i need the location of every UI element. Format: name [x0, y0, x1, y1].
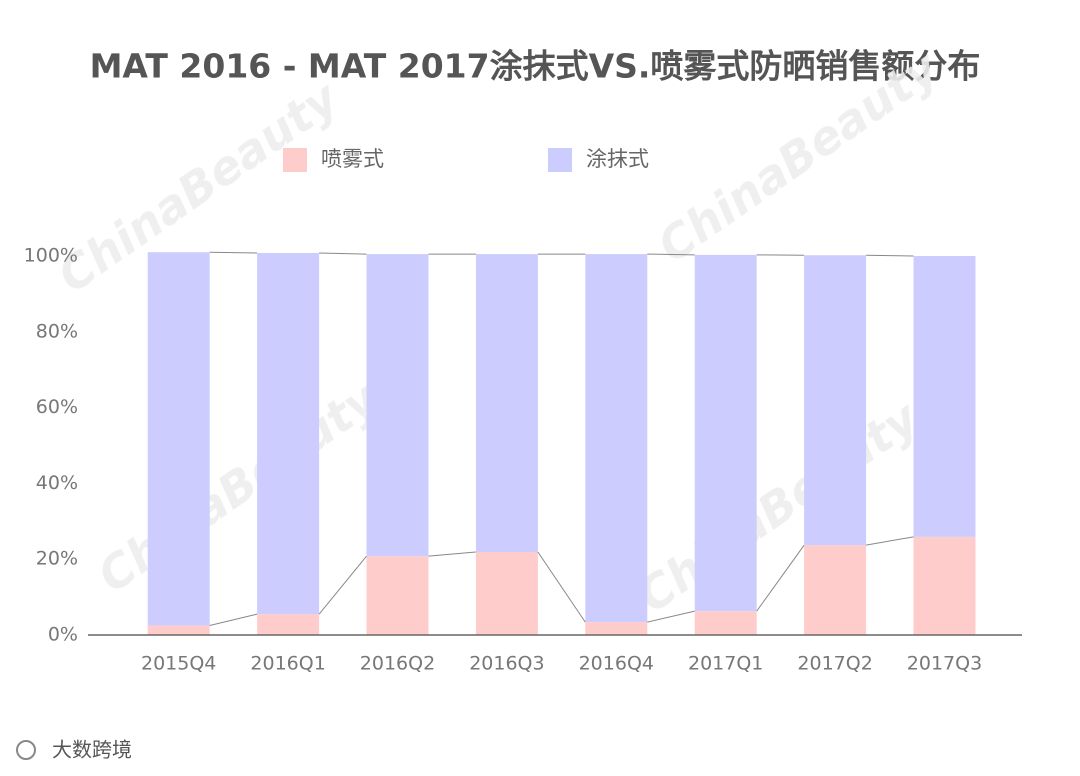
y-tick-label: 0% [48, 624, 78, 646]
bar-segment [257, 252, 320, 615]
connector-line [319, 252, 367, 255]
connector-line [428, 551, 476, 557]
bar-segment [913, 256, 976, 537]
footer-icon [16, 740, 36, 760]
bar-segment [366, 556, 429, 635]
x-tick-label: 2015Q4 [141, 653, 216, 675]
watermark: ChinaBeauty [88, 370, 389, 604]
legend-label: 涂抹式 [586, 147, 649, 171]
bar-segment [585, 622, 648, 635]
y-tick-label: 100% [24, 245, 78, 267]
x-tick-label: 2016Q3 [469, 653, 544, 675]
connector-line [866, 536, 914, 546]
y-tick-label: 60% [36, 396, 78, 418]
chart-title: MAT 2016 - MAT 2017涂抹式VS.喷雾式防晒销售额分布 [90, 47, 981, 86]
bar-segment [147, 252, 210, 626]
bar-segment [366, 254, 429, 557]
bar-segment [475, 551, 538, 635]
x-tick-label: 2017Q3 [907, 653, 982, 675]
bar-segment [913, 536, 976, 635]
connector-line [647, 610, 695, 623]
watermark: ChinaBeauty [628, 390, 929, 624]
bar-segment [585, 254, 648, 623]
bar-segment [147, 625, 210, 635]
connector-line [209, 613, 258, 627]
legend-swatch [283, 148, 307, 172]
bar-segment [475, 254, 538, 552]
y-tick-label: 40% [36, 472, 78, 494]
y-tick-label: 80% [36, 320, 78, 342]
x-tick-label: 2017Q1 [688, 653, 763, 675]
bar-segment [694, 254, 757, 612]
x-tick-label: 2016Q2 [360, 653, 435, 675]
x-tick-label: 2016Q4 [579, 653, 654, 675]
connector-line [866, 254, 914, 257]
connector-line [318, 555, 367, 615]
connector-line [209, 251, 258, 254]
x-tick-label: 2016Q1 [250, 653, 325, 675]
x-tick-label: 2017Q2 [797, 653, 872, 675]
legend-label: 喷雾式 [321, 147, 384, 171]
bar-segment [804, 545, 867, 635]
bar-segment [257, 614, 320, 635]
footer: 大数跨境 [52, 738, 132, 762]
connector-line [537, 551, 586, 623]
legend-swatch [548, 148, 572, 172]
bar-segment [804, 255, 867, 546]
y-tick-label: 20% [36, 548, 78, 570]
connector-line [647, 253, 695, 256]
bar-segment [694, 611, 757, 635]
connector-line [756, 544, 805, 612]
